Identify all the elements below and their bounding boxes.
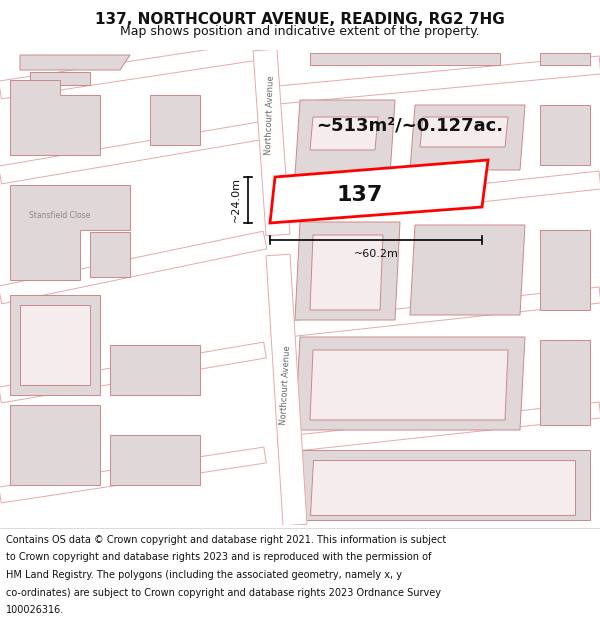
Text: ~60.2m: ~60.2m — [353, 249, 398, 259]
Polygon shape — [0, 231, 267, 304]
Polygon shape — [277, 171, 600, 224]
Polygon shape — [540, 53, 590, 65]
Text: ~24.0m: ~24.0m — [231, 177, 241, 222]
Polygon shape — [310, 117, 378, 150]
Polygon shape — [0, 121, 266, 184]
Polygon shape — [540, 105, 590, 165]
Text: HM Land Registry. The polygons (including the associated geometry, namely x, y: HM Land Registry. The polygons (includin… — [6, 570, 402, 580]
Polygon shape — [20, 55, 130, 70]
Polygon shape — [310, 53, 500, 65]
Polygon shape — [0, 342, 266, 403]
Polygon shape — [295, 337, 525, 430]
Polygon shape — [266, 254, 307, 526]
Polygon shape — [410, 105, 525, 170]
Text: co-ordinates) are subject to Crown copyright and database rights 2023 Ordnance S: co-ordinates) are subject to Crown copyr… — [6, 588, 441, 598]
Polygon shape — [310, 350, 508, 420]
Polygon shape — [540, 230, 590, 310]
Polygon shape — [110, 435, 200, 485]
Polygon shape — [420, 117, 508, 147]
Polygon shape — [295, 100, 395, 175]
Text: 137: 137 — [337, 185, 383, 205]
Text: to Crown copyright and database rights 2023 and is reproduced with the permissio: to Crown copyright and database rights 2… — [6, 552, 431, 562]
Polygon shape — [270, 160, 488, 223]
Polygon shape — [253, 49, 290, 236]
Polygon shape — [277, 56, 600, 104]
Polygon shape — [10, 295, 100, 395]
Polygon shape — [410, 225, 525, 315]
Text: Stansfield Close: Stansfield Close — [29, 211, 91, 219]
Text: 137, NORTHCOURT AVENUE, READING, RG2 7HG: 137, NORTHCOURT AVENUE, READING, RG2 7HG — [95, 12, 505, 28]
Text: Northcourt Avenue: Northcourt Avenue — [280, 345, 293, 425]
Polygon shape — [295, 450, 590, 520]
Polygon shape — [150, 95, 200, 145]
Polygon shape — [295, 222, 400, 320]
Polygon shape — [0, 447, 266, 503]
Polygon shape — [310, 460, 575, 515]
Polygon shape — [0, 41, 266, 99]
Polygon shape — [20, 305, 90, 385]
Text: Map shows position and indicative extent of the property.: Map shows position and indicative extent… — [120, 24, 480, 38]
Text: Northcourt Avenue: Northcourt Avenue — [264, 75, 276, 155]
Polygon shape — [10, 80, 100, 155]
Text: 100026316.: 100026316. — [6, 605, 64, 615]
Text: Contains OS data © Crown copyright and database right 2021. This information is : Contains OS data © Crown copyright and d… — [6, 535, 446, 545]
Polygon shape — [277, 402, 600, 453]
Polygon shape — [10, 405, 100, 485]
Polygon shape — [90, 232, 130, 277]
Polygon shape — [10, 185, 130, 280]
Polygon shape — [110, 345, 200, 395]
Polygon shape — [310, 235, 383, 310]
Text: ~513m²/~0.127ac.: ~513m²/~0.127ac. — [316, 116, 503, 134]
Polygon shape — [30, 72, 90, 85]
Polygon shape — [277, 287, 600, 338]
Polygon shape — [540, 340, 590, 425]
